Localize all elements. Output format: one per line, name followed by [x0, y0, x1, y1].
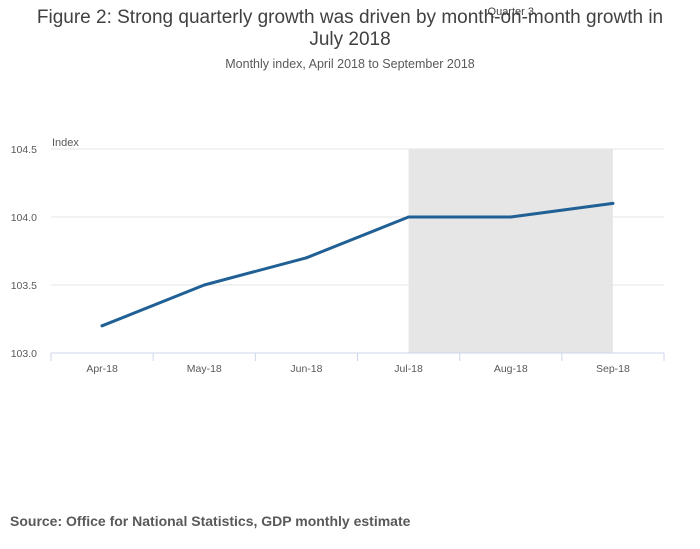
series-layer — [100, 201, 615, 328]
y-tick-label: 104.0 — [11, 212, 37, 224]
y-tick-label: 103.0 — [11, 348, 37, 360]
x-tick-label: Apr-18 — [86, 363, 118, 375]
x-tick-label: May-18 — [187, 363, 222, 375]
x-tick-label: Jul-18 — [394, 363, 423, 375]
x-tick-label: Aug-18 — [494, 363, 528, 375]
grid-layer — [51, 148, 664, 286]
axis-layer — [50, 352, 665, 361]
data-point — [202, 283, 206, 287]
label-layer: Quarter 3 103.0 103.5 104.0 104.5 Index Apr-18… — [11, 6, 630, 375]
data-point — [509, 215, 513, 219]
band-layer — [408, 149, 613, 353]
chart-subtitle: Monthly index, April 2018 to September 2… — [225, 57, 475, 71]
data-point — [304, 256, 308, 260]
x-tick-label: Sep-18 — [596, 363, 630, 375]
source-note: Source: Office for National Statistics, … — [10, 513, 411, 529]
quarter-band-label: Quarter 3 — [488, 6, 534, 18]
y-tick-label: 103.5 — [11, 280, 37, 292]
series-line — [100, 201, 615, 328]
quarter-band — [408, 149, 613, 353]
y-tick-label: 104.5 — [11, 144, 37, 156]
data-point — [100, 324, 104, 328]
y-axis-title: Index — [52, 137, 79, 149]
x-tick-label: Jun-18 — [290, 363, 322, 375]
chart-title: Figure 2: Strong quarterly growth was dr… — [36, 7, 664, 50]
data-point — [611, 201, 615, 205]
data-point — [407, 215, 411, 219]
